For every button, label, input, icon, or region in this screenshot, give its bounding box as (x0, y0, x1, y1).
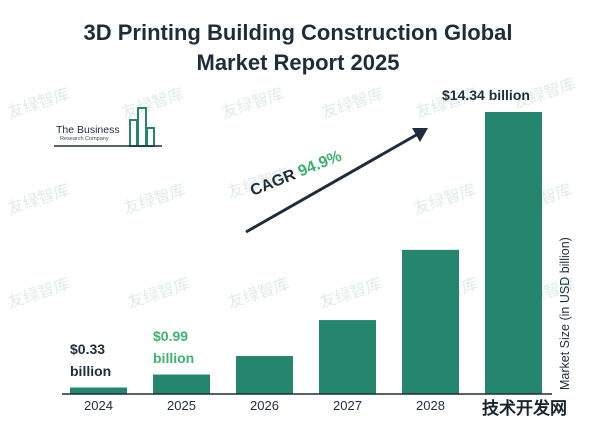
cagr-arrow-line (245, 132, 419, 234)
data-label-value: $0.33 (70, 340, 106, 357)
data-label-unit: billion (70, 362, 112, 379)
x-tick-label-2026: 2026 (250, 398, 279, 413)
data-label-unit: billion (153, 349, 195, 366)
bar-2026 (236, 356, 293, 394)
data-label-value: $0.99 (153, 327, 189, 344)
x-tick-label-2027: 2027 (333, 398, 362, 413)
bar-2029 (485, 112, 542, 394)
y-axis-label: Market Size (in USD billion) (558, 237, 572, 390)
data-label-value: $14.34 billion (442, 87, 530, 103)
company-logo: The Business Research Company (50, 102, 170, 154)
bar-2024 (70, 387, 127, 394)
bar-2028 (402, 249, 459, 394)
x-tick-label-2024: 2024 (84, 398, 113, 413)
bar-2027 (319, 320, 376, 394)
bar-2025 (153, 374, 210, 394)
logo-name: The Business (56, 124, 120, 136)
logo-bars-icon (54, 107, 162, 147)
chart-title: 3D Printing Building Construction Global… (0, 18, 596, 78)
x-tick-label-2025: 2025 (167, 398, 196, 413)
data-label-2024: $0.33 billion (70, 338, 111, 382)
cagr-arrow-head-icon (412, 128, 428, 142)
logo-sub: Research Company (60, 136, 109, 142)
x-tick-label-2028: 2028 (416, 398, 445, 413)
corner-watermark: 技术开发网 (482, 399, 567, 419)
chart-title-line1: 3D Printing Building Construction Global (83, 20, 513, 45)
chart-title-line2: Market Report 2025 (196, 50, 400, 75)
data-label-2029: $14.34 billion (442, 84, 530, 106)
data-label-2025: $0.99 billion (153, 325, 194, 369)
